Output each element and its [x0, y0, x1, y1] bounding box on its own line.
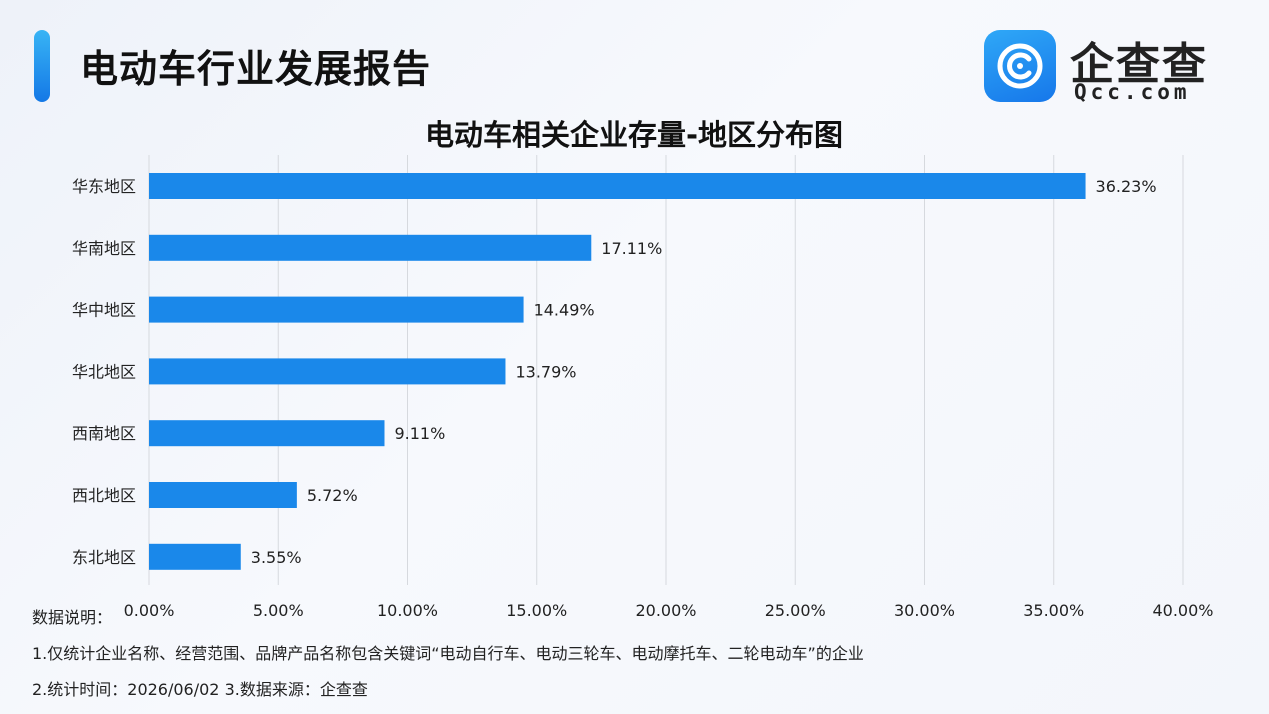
value-label: 36.23%: [1096, 177, 1157, 196]
bar: [149, 420, 385, 447]
category-label: 西南地区: [72, 424, 136, 443]
category-label: 华中地区: [72, 301, 136, 320]
bar: [149, 358, 506, 385]
chart-title: 电动车相关企业存量-地区分布图: [425, 118, 843, 152]
x-tick-label: 10.00%: [377, 601, 438, 620]
category-label: 华东地区: [72, 177, 136, 196]
bar: [149, 234, 592, 261]
value-label: 17.11%: [601, 239, 662, 258]
title-accent-bar: [34, 30, 50, 102]
x-tick-label: 25.00%: [765, 601, 826, 620]
logo-text-en: Qcc.com: [1074, 80, 1191, 104]
page-title: 电动车行业发展报告: [80, 47, 432, 91]
category-label: 华南地区: [72, 239, 136, 258]
x-tick-label: 30.00%: [894, 601, 955, 620]
category-label: 华北地区: [72, 362, 136, 381]
bar: [149, 482, 297, 508]
x-tick-label: 35.00%: [1023, 601, 1084, 620]
bar: [149, 296, 524, 323]
value-label: 14.49%: [534, 301, 595, 320]
value-label: 13.79%: [515, 362, 576, 381]
value-label: 3.55%: [251, 548, 302, 567]
x-tick-label: 40.00%: [1152, 601, 1213, 620]
x-tick-label: 20.00%: [635, 601, 696, 620]
bar: [149, 543, 241, 570]
qcc-logo: 企查查 Qcc.com: [984, 28, 1254, 104]
notes-line-1: 1.仅统计企业名称、经营范围、品牌产品名称包含关键词“电动自行车、电动三轮车、电…: [32, 644, 864, 663]
logo-text-cn: 企查查: [1070, 39, 1208, 90]
x-tick-label: 5.00%: [253, 601, 304, 620]
value-label: 9.11%: [394, 424, 445, 443]
category-label: 西北地区: [72, 486, 136, 505]
value-label: 5.72%: [307, 486, 358, 505]
qcc-logo-icon: [984, 30, 1056, 102]
x-tick-label: 15.00%: [506, 601, 567, 620]
x-tick-label: 0.00%: [124, 601, 175, 620]
notes-line-2: 2.统计时间：2026/06/02 3.数据来源：企查查: [32, 680, 368, 699]
notes-heading: 数据说明：: [32, 608, 113, 627]
bar: [149, 173, 1086, 199]
category-label: 东北地区: [72, 548, 136, 567]
